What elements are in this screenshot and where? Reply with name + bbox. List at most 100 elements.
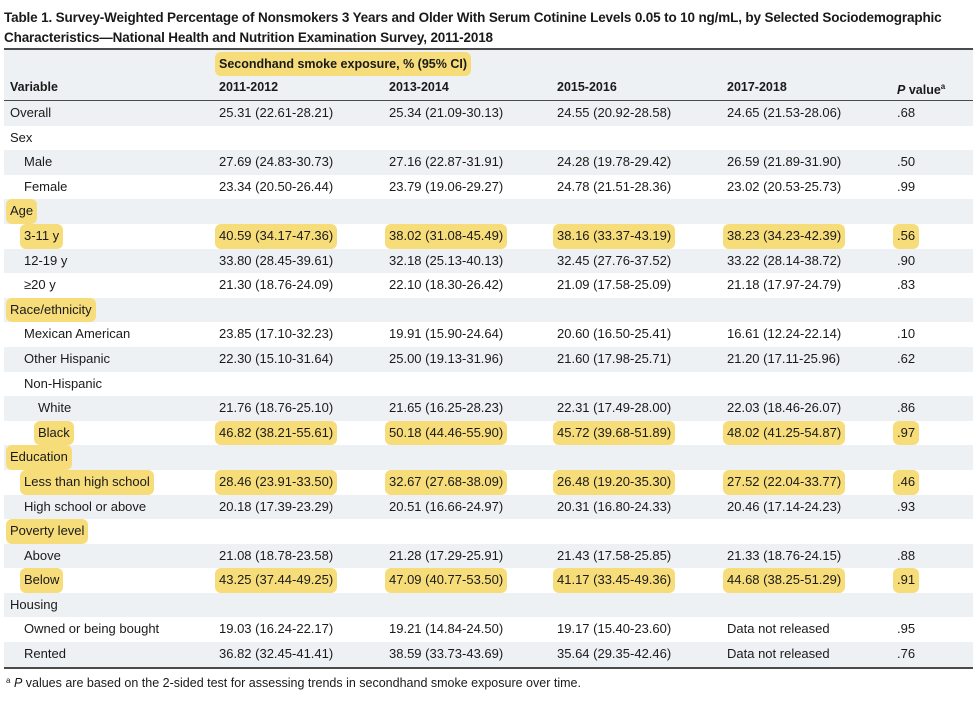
table-cell: 27.16 (22.87-31.91) — [389, 154, 504, 170]
table-row: Sex — [4, 125, 973, 151]
footnote: a P values are based on the 2-sided test… — [6, 675, 581, 690]
table-cell: 36.82 (32.45-41.41) — [219, 646, 334, 662]
row-label: Poverty level — [6, 519, 89, 544]
pvalue-cell: .91 — [893, 568, 920, 593]
row-label: Race/ethnicity — [6, 297, 96, 323]
row-label: Non-Hispanic — [24, 375, 103, 391]
pvalue-cell: .95 — [897, 621, 916, 637]
table-cell: 38.23 (34.23-42.39) — [723, 223, 846, 249]
row-label: Less than high school — [20, 469, 154, 495]
table-row: 3-11 y 40.59 (34.17-47.36) 38.02 (31.08-45… — [4, 223, 973, 249]
row-label: High school or above — [24, 498, 147, 514]
table-figure: Table 1. Survey-Weighted Percentage of N… — [4, 0, 973, 693]
year-header: 2011-2012 — [219, 80, 279, 94]
row-label: Female — [24, 178, 68, 194]
table-cell: 21.28 (17.29-25.91) — [389, 547, 504, 563]
pvalue-cell: .50 — [897, 154, 916, 170]
table-row: High school or above 20.18 (17.39-23.29) 2… — [4, 495, 973, 520]
row-label: 3-11 y — [20, 223, 64, 249]
table-cell: 22.03 (18.46-26.07) — [727, 400, 842, 416]
row-label: Male — [24, 154, 53, 170]
table-cell: 38.59 (33.73-43.69) — [389, 646, 504, 662]
table-cell: 47.09 (40.77-53.50) — [385, 568, 508, 593]
table-cell: 33.80 (28.45-39.61) — [219, 252, 334, 268]
table-cell: 19.91 (15.90-24.64) — [389, 326, 504, 342]
row-label: 12-19 y — [24, 252, 68, 268]
table-row: Poverty level — [4, 519, 973, 544]
pvalue-cell: .56 — [893, 223, 920, 249]
pvalue-cell: .76 — [897, 646, 916, 662]
pvalue-cell: .83 — [897, 277, 916, 293]
table-cell: 24.65 (21.53-28.06) — [727, 105, 842, 120]
variable-header: Variable — [10, 80, 58, 94]
table-cell: 24.55 (20.92-28.58) — [557, 105, 672, 120]
table-cell: 38.16 (33.37-43.19) — [553, 223, 676, 249]
row-label: Overall — [10, 105, 52, 120]
header-group-row: Secondhand smoke exposure, % (95% CI) — [4, 50, 973, 76]
pvalue-header: P valuea — [897, 82, 946, 97]
table-cell: 27.69 (24.83-30.73) — [219, 154, 334, 170]
pvalue-cell: .68 — [897, 105, 916, 120]
table-cell: 25.31 (22.61-28.21) — [219, 105, 334, 120]
table-cell: 21.20 (17.11-25.96) — [727, 350, 841, 366]
table-cell: 33.22 (28.14-38.72) — [727, 252, 842, 268]
table-title: Table 1. Survey-Weighted Percentage of N… — [4, 10, 942, 45]
table-cell: 23.79 (19.06-29.27) — [389, 178, 504, 194]
table-cell: 26.48 (19.20-35.30) — [553, 469, 676, 495]
table-row: Housing — [4, 593, 973, 618]
table-row: Female 23.34 (20.50-26.44) 23.79 (19.06-29… — [4, 174, 973, 200]
table-cell: Data not released — [727, 646, 830, 662]
table-row: Less than high school 28.46 (23.91-33.50)… — [4, 469, 973, 495]
table-cell: 20.60 (16.50-25.41) — [557, 326, 672, 342]
table-cell: Data not released — [727, 621, 830, 637]
table-cell: 26.59 (21.89-31.90) — [727, 154, 842, 170]
table-cell: 21.65 (16.25-28.23) — [389, 400, 504, 416]
table-body: Overall 25.31 (22.61-28.21) 25.34 (21.09-3… — [4, 101, 973, 667]
table-cell: 48.02 (41.25-54.87) — [723, 420, 846, 446]
table-cell: 21.43 (17.58-25.85) — [557, 547, 672, 563]
table-cell: 19.21 (14.84-24.50) — [389, 621, 504, 637]
row-label: Below — [20, 568, 64, 593]
pvalue-cell: .93 — [897, 498, 916, 514]
table-row: Age — [4, 199, 973, 224]
table-cell: 25.00 (19.13-31.96) — [389, 350, 504, 366]
row-label: Housing — [10, 596, 58, 612]
row-label: Mexican American — [24, 326, 131, 342]
exposure-group-header: Secondhand smoke exposure, % (95% CI) — [215, 52, 471, 76]
table-row: Other Hispanic 22.30 (15.10-31.64) 25.00 (… — [4, 347, 973, 372]
table-cell: 27.52 (22.04-33.77) — [723, 469, 846, 495]
table-cell: 46.82 (38.21-55.61) — [215, 420, 338, 446]
pvalue-cell: .90 — [897, 252, 916, 268]
table-cell: 23.34 (20.50-26.44) — [219, 178, 334, 194]
pvalue-cell: .99 — [897, 178, 916, 194]
table-cell: 21.18 (17.97-24.79) — [727, 277, 842, 293]
table-row: Rented 36.82 (32.45-41.41) 38.59 (33.73-43… — [4, 642, 973, 667]
table-cell: 50.18 (44.46-55.90) — [385, 420, 508, 446]
pvalue-cell: .46 — [893, 469, 920, 495]
table-cell: 21.76 (18.76-25.10) — [219, 400, 334, 416]
table-row: Mexican American 23.85 (17.10-32.23) 19.91… — [4, 322, 973, 347]
table-cell: 32.67 (27.68-38.09) — [385, 469, 508, 495]
row-label: Education — [6, 445, 72, 470]
year-header: 2013-2014 — [389, 80, 449, 94]
table-row: Education — [4, 445, 973, 470]
table-cell: 43.25 (37.44-49.25) — [215, 568, 338, 593]
table-cell: 32.18 (25.13-40.13) — [389, 252, 504, 268]
table-cell: 20.46 (17.14-24.23) — [727, 498, 842, 514]
table-row: 12-19 y 33.80 (28.45-39.61) 32.18 (25.13-4… — [4, 249, 973, 274]
row-label: Rented — [24, 646, 66, 662]
table-cell: 45.72 (39.68-51.89) — [553, 420, 676, 446]
table-cell: 22.30 (15.10-31.64) — [219, 350, 334, 366]
table-row: Race/ethnicity — [4, 297, 973, 323]
table-cell: 21.33 (18.76-24.15) — [727, 547, 842, 563]
table-cell: 21.30 (18.76-24.09) — [219, 277, 334, 293]
row-label: Above — [24, 547, 61, 563]
table-row: Black 46.82 (38.21-55.61) 50.18 (44.46-55.… — [4, 420, 973, 446]
table-cell: 35.64 (29.35-42.46) — [557, 646, 672, 662]
data-table: Secondhand smoke exposure, % (95% CI) Va… — [4, 48, 973, 669]
table-row: Non-Hispanic — [4, 371, 973, 397]
row-label: Sex — [10, 129, 33, 145]
table-cell: 23.85 (17.10-32.23) — [219, 326, 334, 342]
table-cell: 40.59 (34.17-47.36) — [215, 223, 338, 249]
header-row: Variable 2011-2012 2013-2014 2015-2016 2… — [4, 74, 973, 101]
